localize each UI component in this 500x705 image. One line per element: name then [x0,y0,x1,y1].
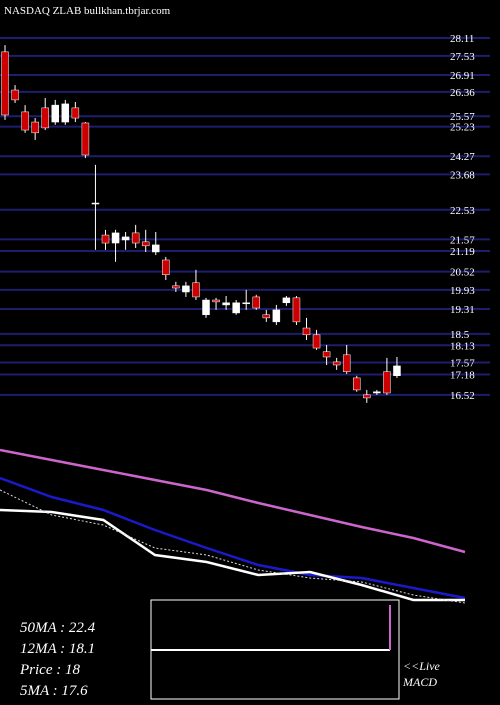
candle-body [91,202,100,205]
candle-body [212,299,220,303]
candle-body [41,107,49,129]
candle-body [282,297,291,304]
legend-text: 12MA : 18.1 [20,641,95,657]
candle-body [222,302,230,306]
y-tick-label: 25.57 [450,111,475,123]
y-tick-label: 22.53 [450,205,475,217]
candle-body [383,371,391,394]
candle-body [192,282,200,298]
candle-body [262,314,271,319]
candle-body [51,104,59,123]
y-tick-label: 21.57 [450,234,475,246]
candle-body [182,285,190,293]
candle-body [232,302,240,314]
candle-body [141,241,150,247]
candle-body [131,232,140,244]
y-tick-label: 19.31 [450,304,475,316]
macd-label: MACD [402,675,437,689]
candle-body [353,377,361,391]
candle-body [363,394,371,399]
y-tick-label: 17.57 [450,358,475,370]
candle-body [152,244,160,253]
y-tick-label: 26.36 [450,87,475,99]
ma-line [0,489,466,604]
candle-body [61,103,70,123]
y-tick-label: 24.27 [450,151,475,163]
ma-line [0,448,466,554]
y-tick-label: 27.53 [450,51,475,63]
candle-body [162,259,170,276]
candle-body [242,302,250,305]
candle-body [252,296,260,309]
candle-body [81,122,90,156]
y-tick-label: 19.93 [450,285,475,297]
y-tick-label: 21.19 [450,246,475,258]
candle-body [101,234,110,244]
candle-body [121,236,130,241]
candle-body [31,121,39,134]
y-tick-label: 18.5 [450,329,470,341]
candle-body [342,354,351,372]
ma-line [0,508,465,602]
candle-body [202,299,210,316]
y-tick-label: 16.52 [450,390,475,402]
y-tick-label: 20.52 [450,267,475,279]
y-tick-label: 25.23 [450,122,475,134]
candle-body [393,365,401,377]
candle-body [332,361,341,366]
candle-body [373,391,381,394]
candle-body [302,327,311,336]
candle-body [21,111,29,131]
y-tick-label: 23.68 [450,169,475,181]
chart-title: NASDAQ ZLAB bullkhan.tbrjar.com [4,5,171,17]
candle-body [172,285,180,289]
candle-body [1,51,9,116]
y-tick-label: 26.91 [450,70,475,82]
y-tick-label: 18.13 [450,340,475,352]
legend-text: 50MA : 22.4 [20,620,96,636]
candle-body [272,309,281,323]
candle-body [312,334,321,349]
legend-text: 5MA : 17.6 [20,683,88,699]
macd-label: <<Live [403,659,441,673]
ma-line [0,476,466,600]
candle-body [292,297,301,323]
candle-body [111,232,120,244]
y-tick-label: 17.18 [450,370,475,382]
candle-body [11,89,19,101]
candle-body [71,107,80,119]
legend-text: Price : 18 [19,662,80,678]
y-tick-label: 28.11 [450,33,474,45]
candle-body [322,351,331,358]
